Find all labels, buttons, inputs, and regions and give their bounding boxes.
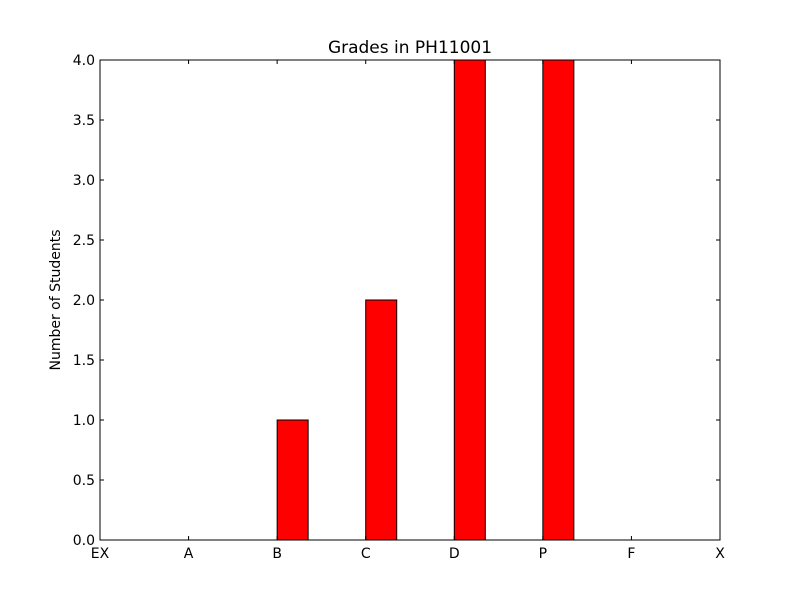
ticks-group bbox=[99, 59, 721, 541]
y-tick-label-6: 3.0 bbox=[73, 173, 95, 189]
y-tick-label-0: 0.0 bbox=[73, 533, 95, 549]
y-tick-label-3: 1.5 bbox=[73, 353, 95, 369]
y-tick-label-1: 0.5 bbox=[73, 473, 95, 489]
x-tick-label-b: B bbox=[272, 546, 282, 562]
bar-c bbox=[365, 299, 398, 541]
x-tick-label-p: P bbox=[539, 546, 547, 562]
bar-p bbox=[542, 59, 575, 541]
x-tick-label-a: A bbox=[184, 546, 194, 562]
x-tick-label-c: C bbox=[361, 546, 371, 562]
x-tick-label-d: D bbox=[449, 546, 460, 562]
y-tick-label-4: 2.0 bbox=[73, 293, 95, 309]
bar-b bbox=[276, 419, 309, 541]
y-tick-label-8: 4.0 bbox=[73, 53, 95, 69]
y-tick-label-7: 3.5 bbox=[73, 113, 95, 129]
y-tick-label-2: 1.0 bbox=[73, 413, 95, 429]
x-tick-label-ex: EX bbox=[91, 546, 110, 562]
plot-frame bbox=[99, 59, 721, 541]
bars-group bbox=[276, 59, 575, 541]
tick-labels-group: EX A B C D P F X 0.0 0.5 1.0 1.5 2.0 2.5 3.0 3.5 4.0 bbox=[73, 53, 725, 562]
y-axis-label: Number of Students bbox=[48, 229, 64, 370]
y-tick-label-5: 2.5 bbox=[73, 233, 95, 249]
bar-d bbox=[453, 59, 486, 541]
x-tick-label-f: F bbox=[627, 546, 635, 562]
chart-title: Grades in PH11001 bbox=[328, 38, 492, 58]
x-tick-label-x: X bbox=[715, 546, 725, 562]
